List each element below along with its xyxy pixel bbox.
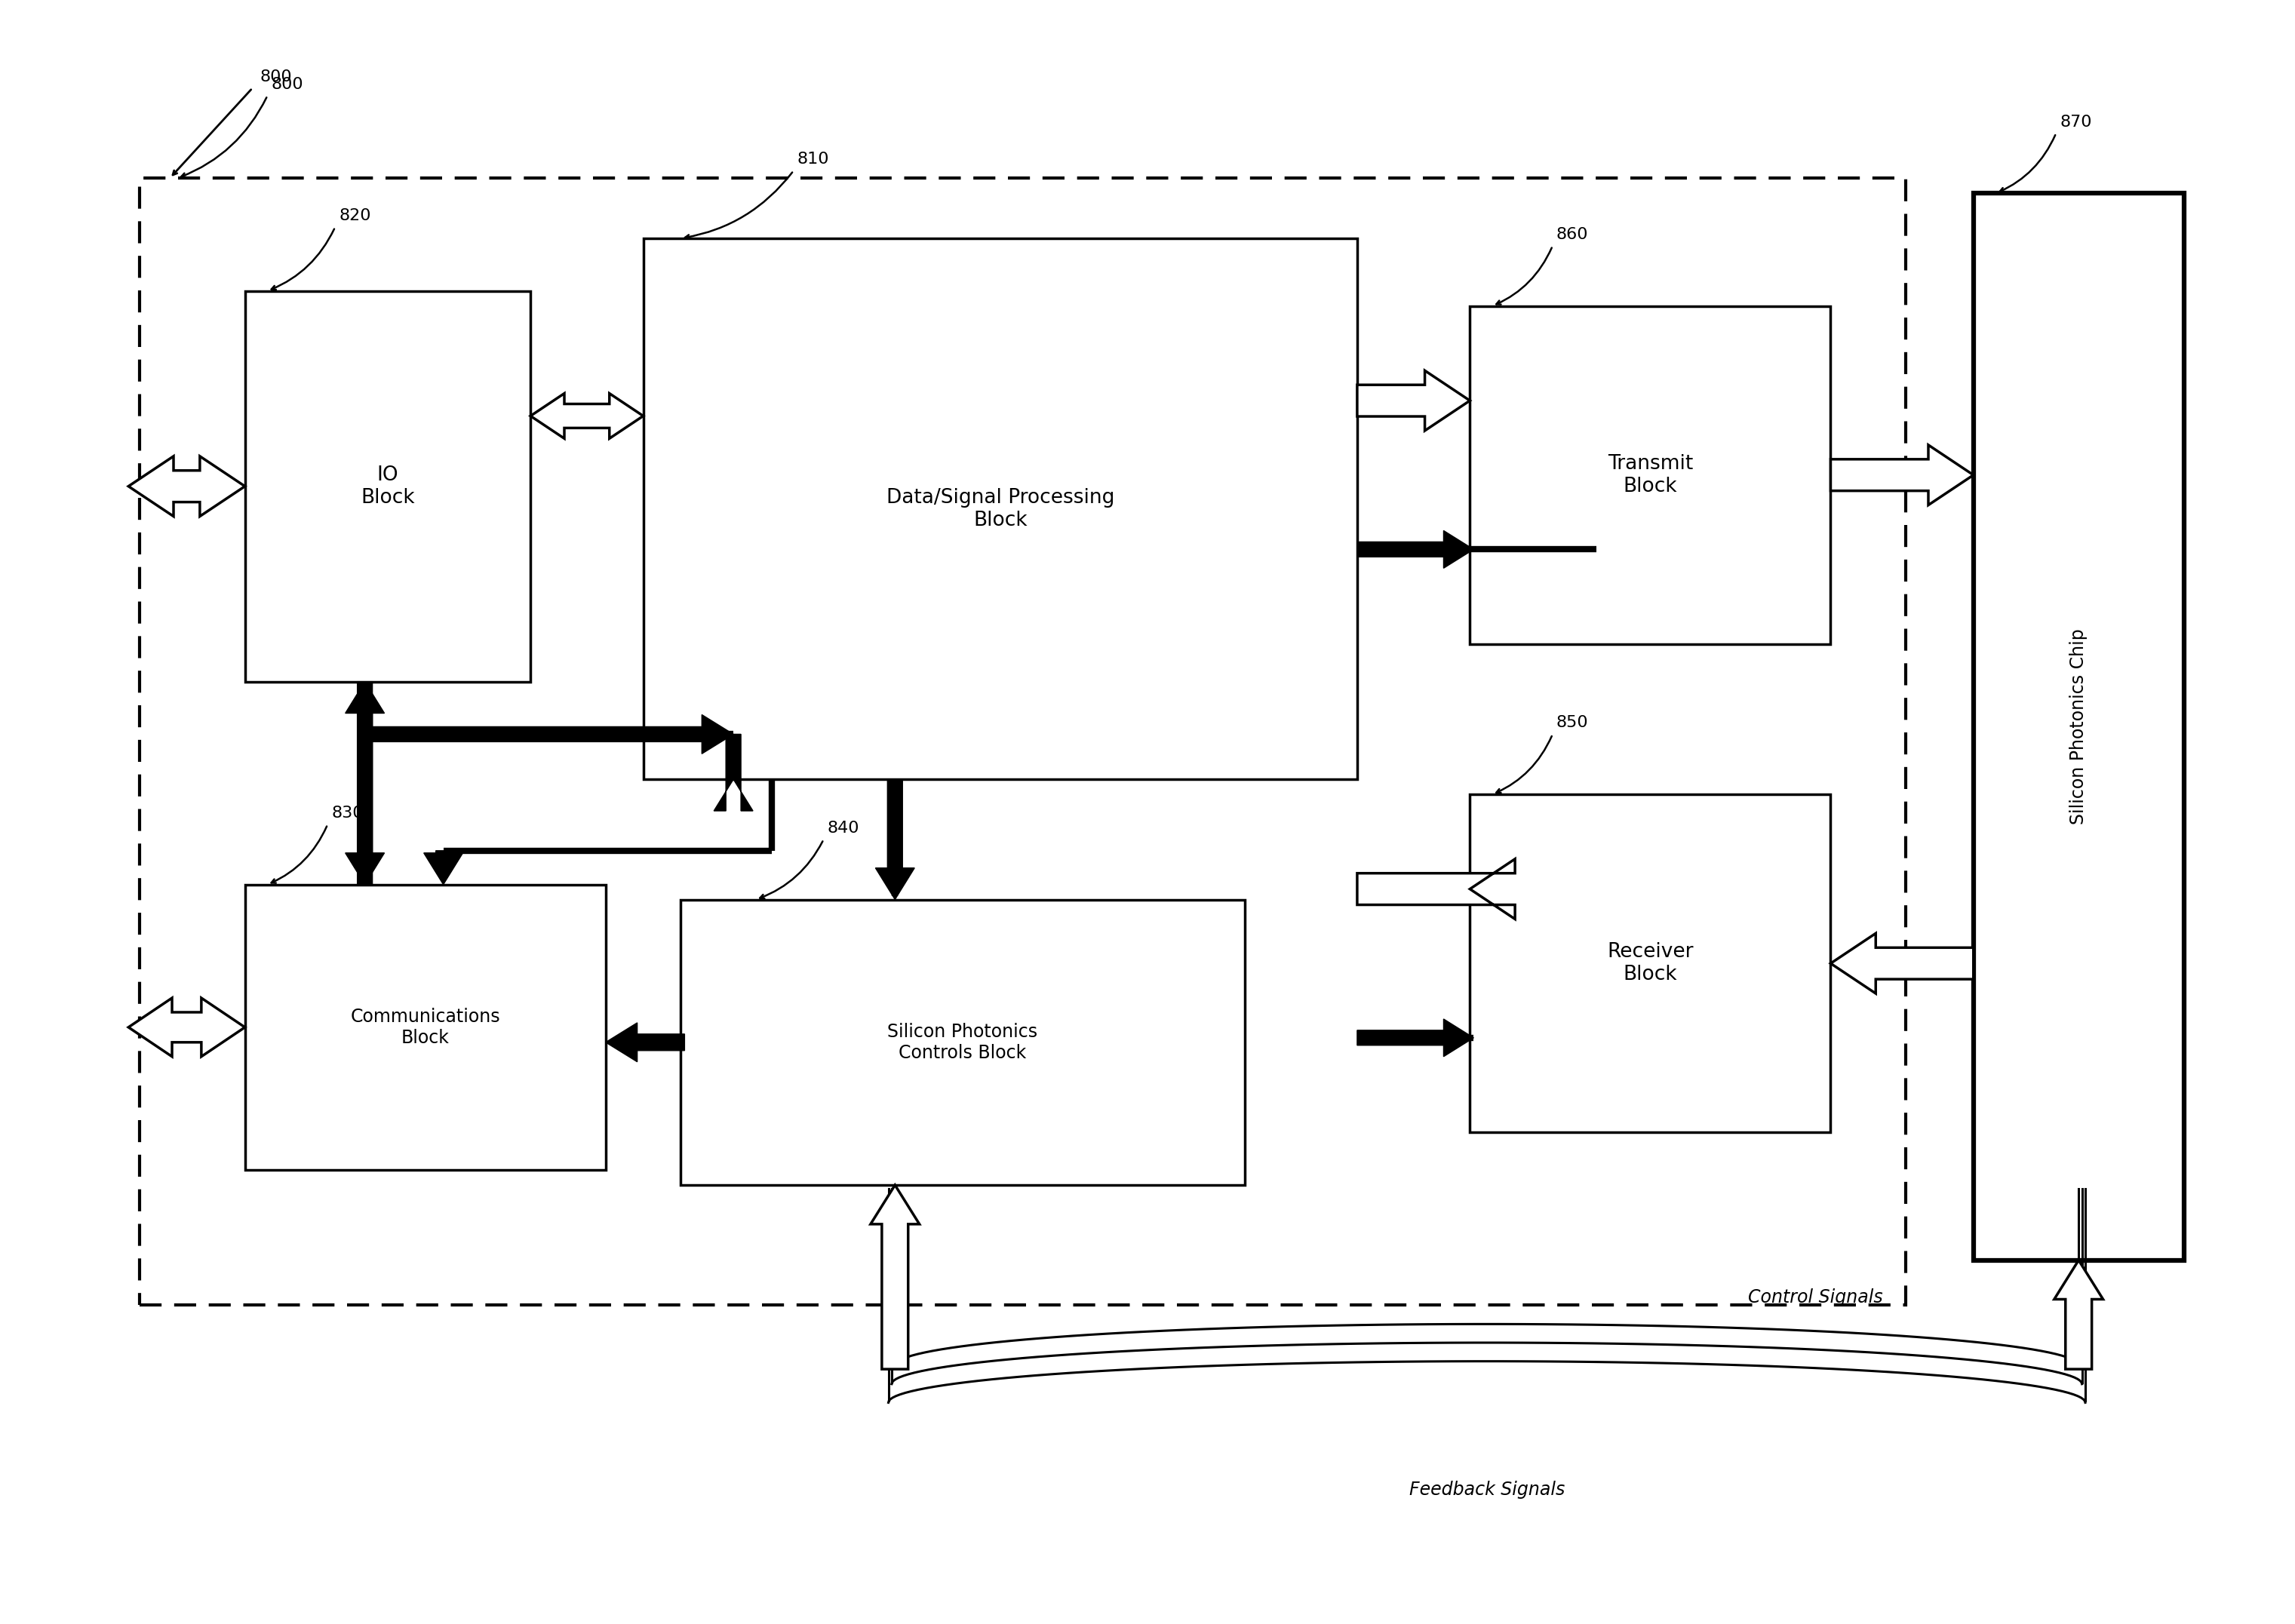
Text: 830: 830 [330,806,363,820]
Text: Feedback Signals: Feedback Signals [1409,1481,1565,1499]
Text: 840: 840 [828,820,858,836]
Text: Transmit
Block: Transmit Block [1606,453,1694,495]
Polygon shape [1831,445,1974,505]
Text: 800: 800 [259,70,291,84]
Polygon shape [2054,1260,2102,1369]
Polygon shape [1831,934,1974,994]
Text: Communications
Block: Communications Block [351,1009,500,1047]
Polygon shape [425,851,464,885]
Bar [1974,193,2185,1260]
Text: 820: 820 [340,208,372,222]
Polygon shape [129,456,246,516]
Text: Silicon Photonics Chip: Silicon Photonics Chip [2070,628,2088,825]
Polygon shape [1356,370,1469,430]
Bar [1469,794,1831,1132]
Bar [140,179,1905,1306]
Polygon shape [1356,531,1473,568]
Text: IO
Block: IO Block [360,464,415,507]
Polygon shape [344,682,383,885]
Bar [246,885,606,1169]
Polygon shape [530,393,643,438]
Text: 870: 870 [2061,114,2093,130]
Bar [246,291,530,682]
Bar [1469,305,1831,645]
Text: 800: 800 [271,76,303,93]
Bar [682,900,1244,1186]
Polygon shape [344,682,383,885]
Polygon shape [714,734,753,810]
Text: Data/Signal Processing
Block: Data/Signal Processing Block [886,487,1115,529]
Text: 860: 860 [1556,227,1588,242]
Polygon shape [1356,1018,1473,1057]
Text: Control Signals: Control Signals [1749,1289,1882,1307]
Polygon shape [870,1186,920,1369]
Text: 850: 850 [1556,716,1588,731]
Polygon shape [1356,859,1515,919]
Text: Silicon Photonics
Controls Block: Silicon Photonics Controls Block [888,1023,1037,1062]
Bar [643,239,1356,780]
Text: 810: 810 [796,153,828,167]
Polygon shape [129,999,246,1057]
Text: Receiver
Block: Receiver Block [1606,942,1694,984]
Polygon shape [606,1023,684,1062]
Polygon shape [874,780,913,900]
Polygon shape [369,715,734,754]
